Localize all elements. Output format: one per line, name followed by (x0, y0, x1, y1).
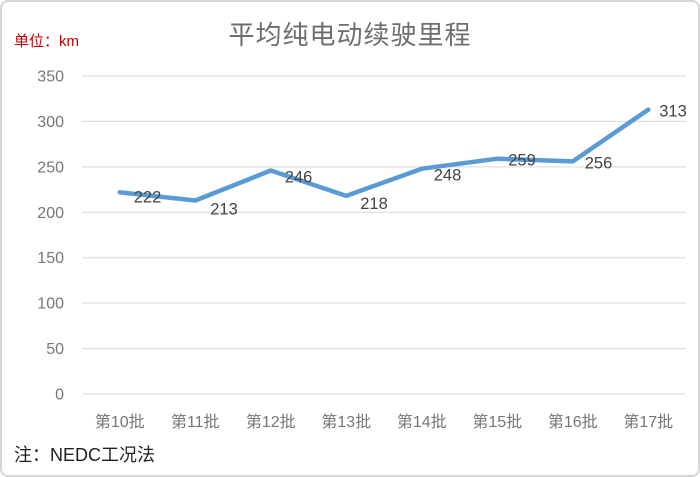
data-point-label: 248 (434, 167, 462, 185)
x-category-label: 第17批 (623, 413, 673, 431)
chart-title: 平均纯电动续驶里程 (228, 20, 472, 50)
y-tick-label: 50 (46, 341, 64, 358)
data-point-label: 313 (659, 103, 687, 121)
y-tick-label: 250 (37, 159, 64, 176)
x-category-label: 第11批 (171, 413, 220, 431)
y-tick-label: 350 (37, 69, 64, 86)
x-category-label: 第13批 (321, 413, 371, 431)
y-tick-label: 0 (55, 387, 64, 404)
x-category-label: 第10批 (95, 413, 145, 431)
y-tick-label: 100 (37, 296, 64, 313)
data-point-label: 218 (360, 195, 388, 213)
data-point-label: 256 (585, 154, 613, 172)
y-tick-label: 150 (37, 250, 64, 267)
data-point-label: 222 (134, 188, 162, 206)
data-point-label: 259 (508, 152, 536, 170)
data-series-line (117, 107, 651, 203)
data-point-label: 246 (285, 168, 313, 186)
x-category-label: 第14批 (397, 413, 447, 431)
note-label: 注：NEDC工况法 (14, 445, 156, 465)
y-tick-label: 200 (37, 205, 64, 222)
data-point-label: 213 (210, 200, 238, 218)
x-category-label: 第15批 (472, 413, 522, 431)
x-category-label: 第16批 (548, 413, 598, 431)
x-category-label: 第12批 (246, 413, 296, 431)
y-tick-label: 300 (37, 114, 64, 131)
unit-label: 单位：km (14, 33, 79, 50)
